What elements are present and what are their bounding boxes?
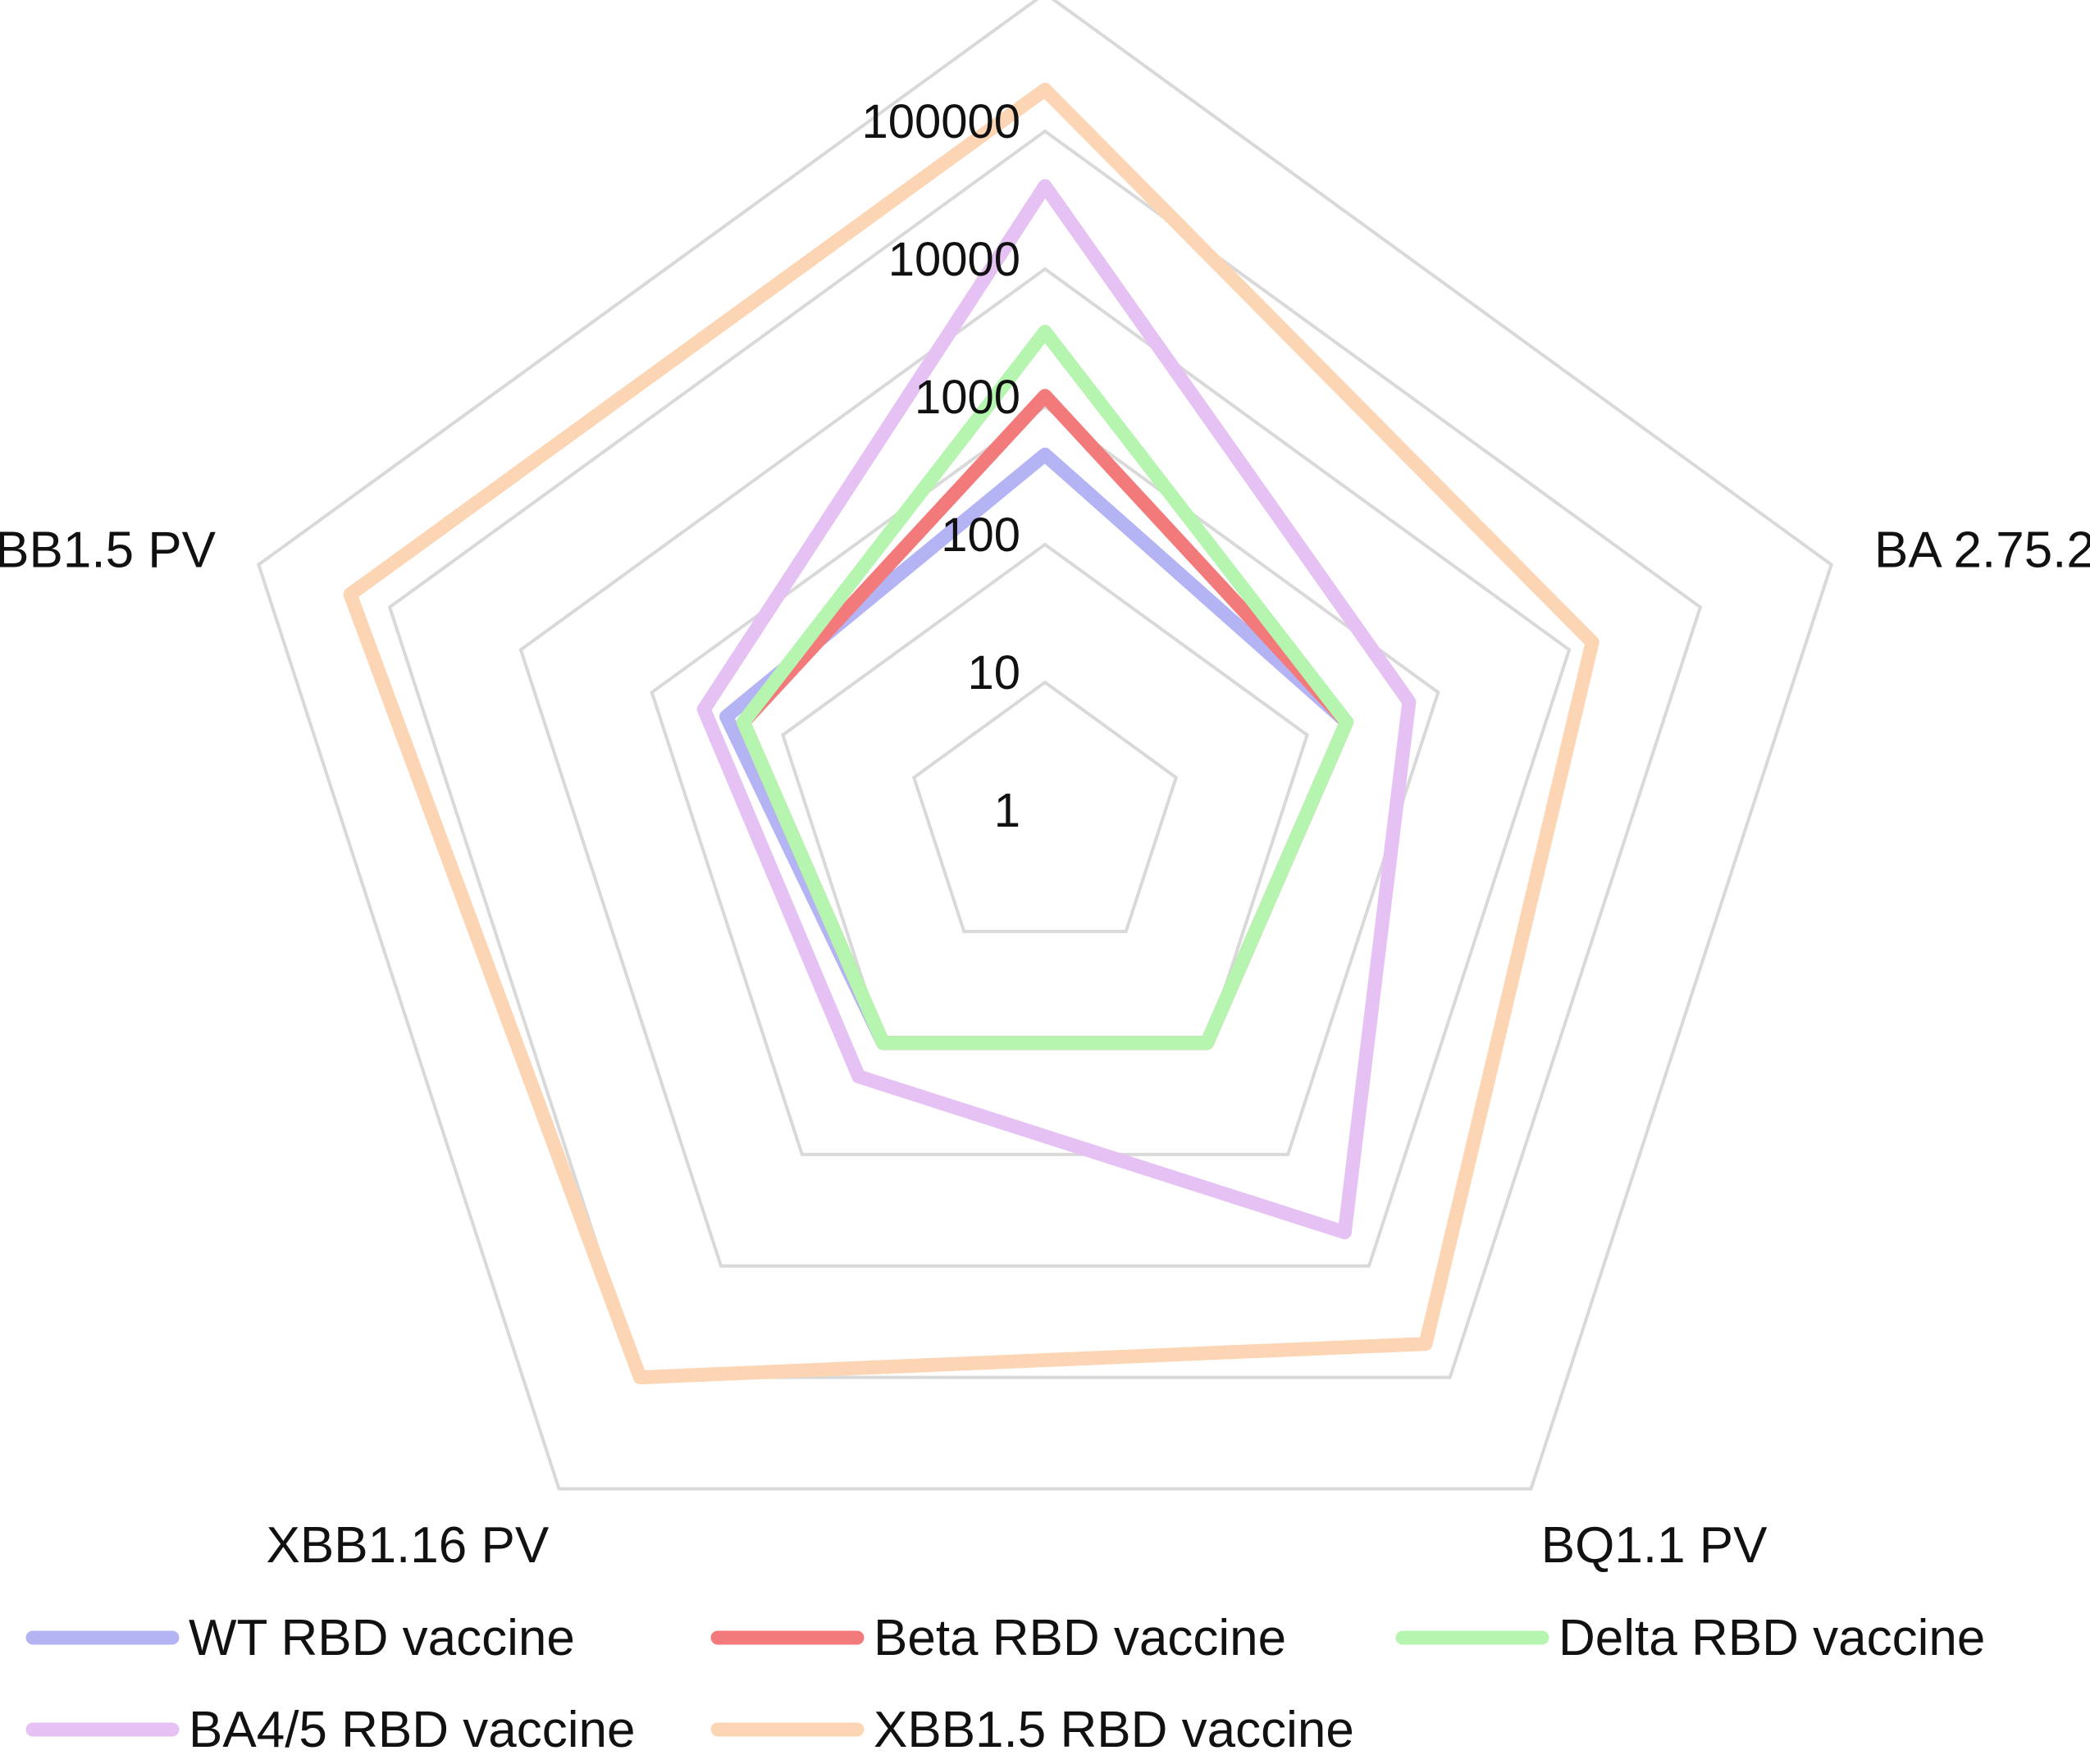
radial-tick-label: 1000	[915, 371, 1020, 424]
grid-ring	[256, 0, 1834, 1491]
category-label: BA 2.75.2 PV	[1874, 522, 2090, 579]
radial-tick-label: 10000	[888, 233, 1020, 286]
grid-ring	[387, 129, 1703, 1379]
grid-ring	[911, 680, 1179, 933]
series-line-5	[343, 82, 1599, 1385]
series-line-4	[696, 179, 1417, 1240]
radial-tick-label: 1	[994, 784, 1020, 837]
radial-tick-label: 100	[941, 508, 1020, 562]
radar-series	[343, 82, 1599, 1385]
series-line-3	[736, 325, 1354, 1051]
category-label: BQ1.1 PV	[1541, 1517, 1768, 1574]
legend-label: WT RBD vaccine	[189, 1610, 575, 1666]
category-label: XBB1.16 PV	[267, 1517, 550, 1574]
category-label: XBB1.5 PV	[0, 522, 217, 579]
legend-label: BA4/5 RBD vaccine	[189, 1702, 635, 1758]
legend-label: Beta RBD vaccine	[874, 1610, 1286, 1666]
legend-label: XBB1.5 RBD vaccine	[874, 1702, 1354, 1758]
radial-tick-label: 10	[967, 646, 1020, 700]
radial-tick-labels: 1 10 100 1000 10000 100000	[861, 95, 1020, 837]
grid-ring	[518, 267, 1572, 1268]
radial-tick-label: 100000	[861, 95, 1020, 148]
radar-grid	[256, 0, 1834, 1491]
chart-legend: WT RBD vaccine Beta RBD vaccine Delta RBD …	[25, 1610, 1985, 1758]
legend-label: Delta RBD vaccine	[1558, 1610, 1985, 1666]
